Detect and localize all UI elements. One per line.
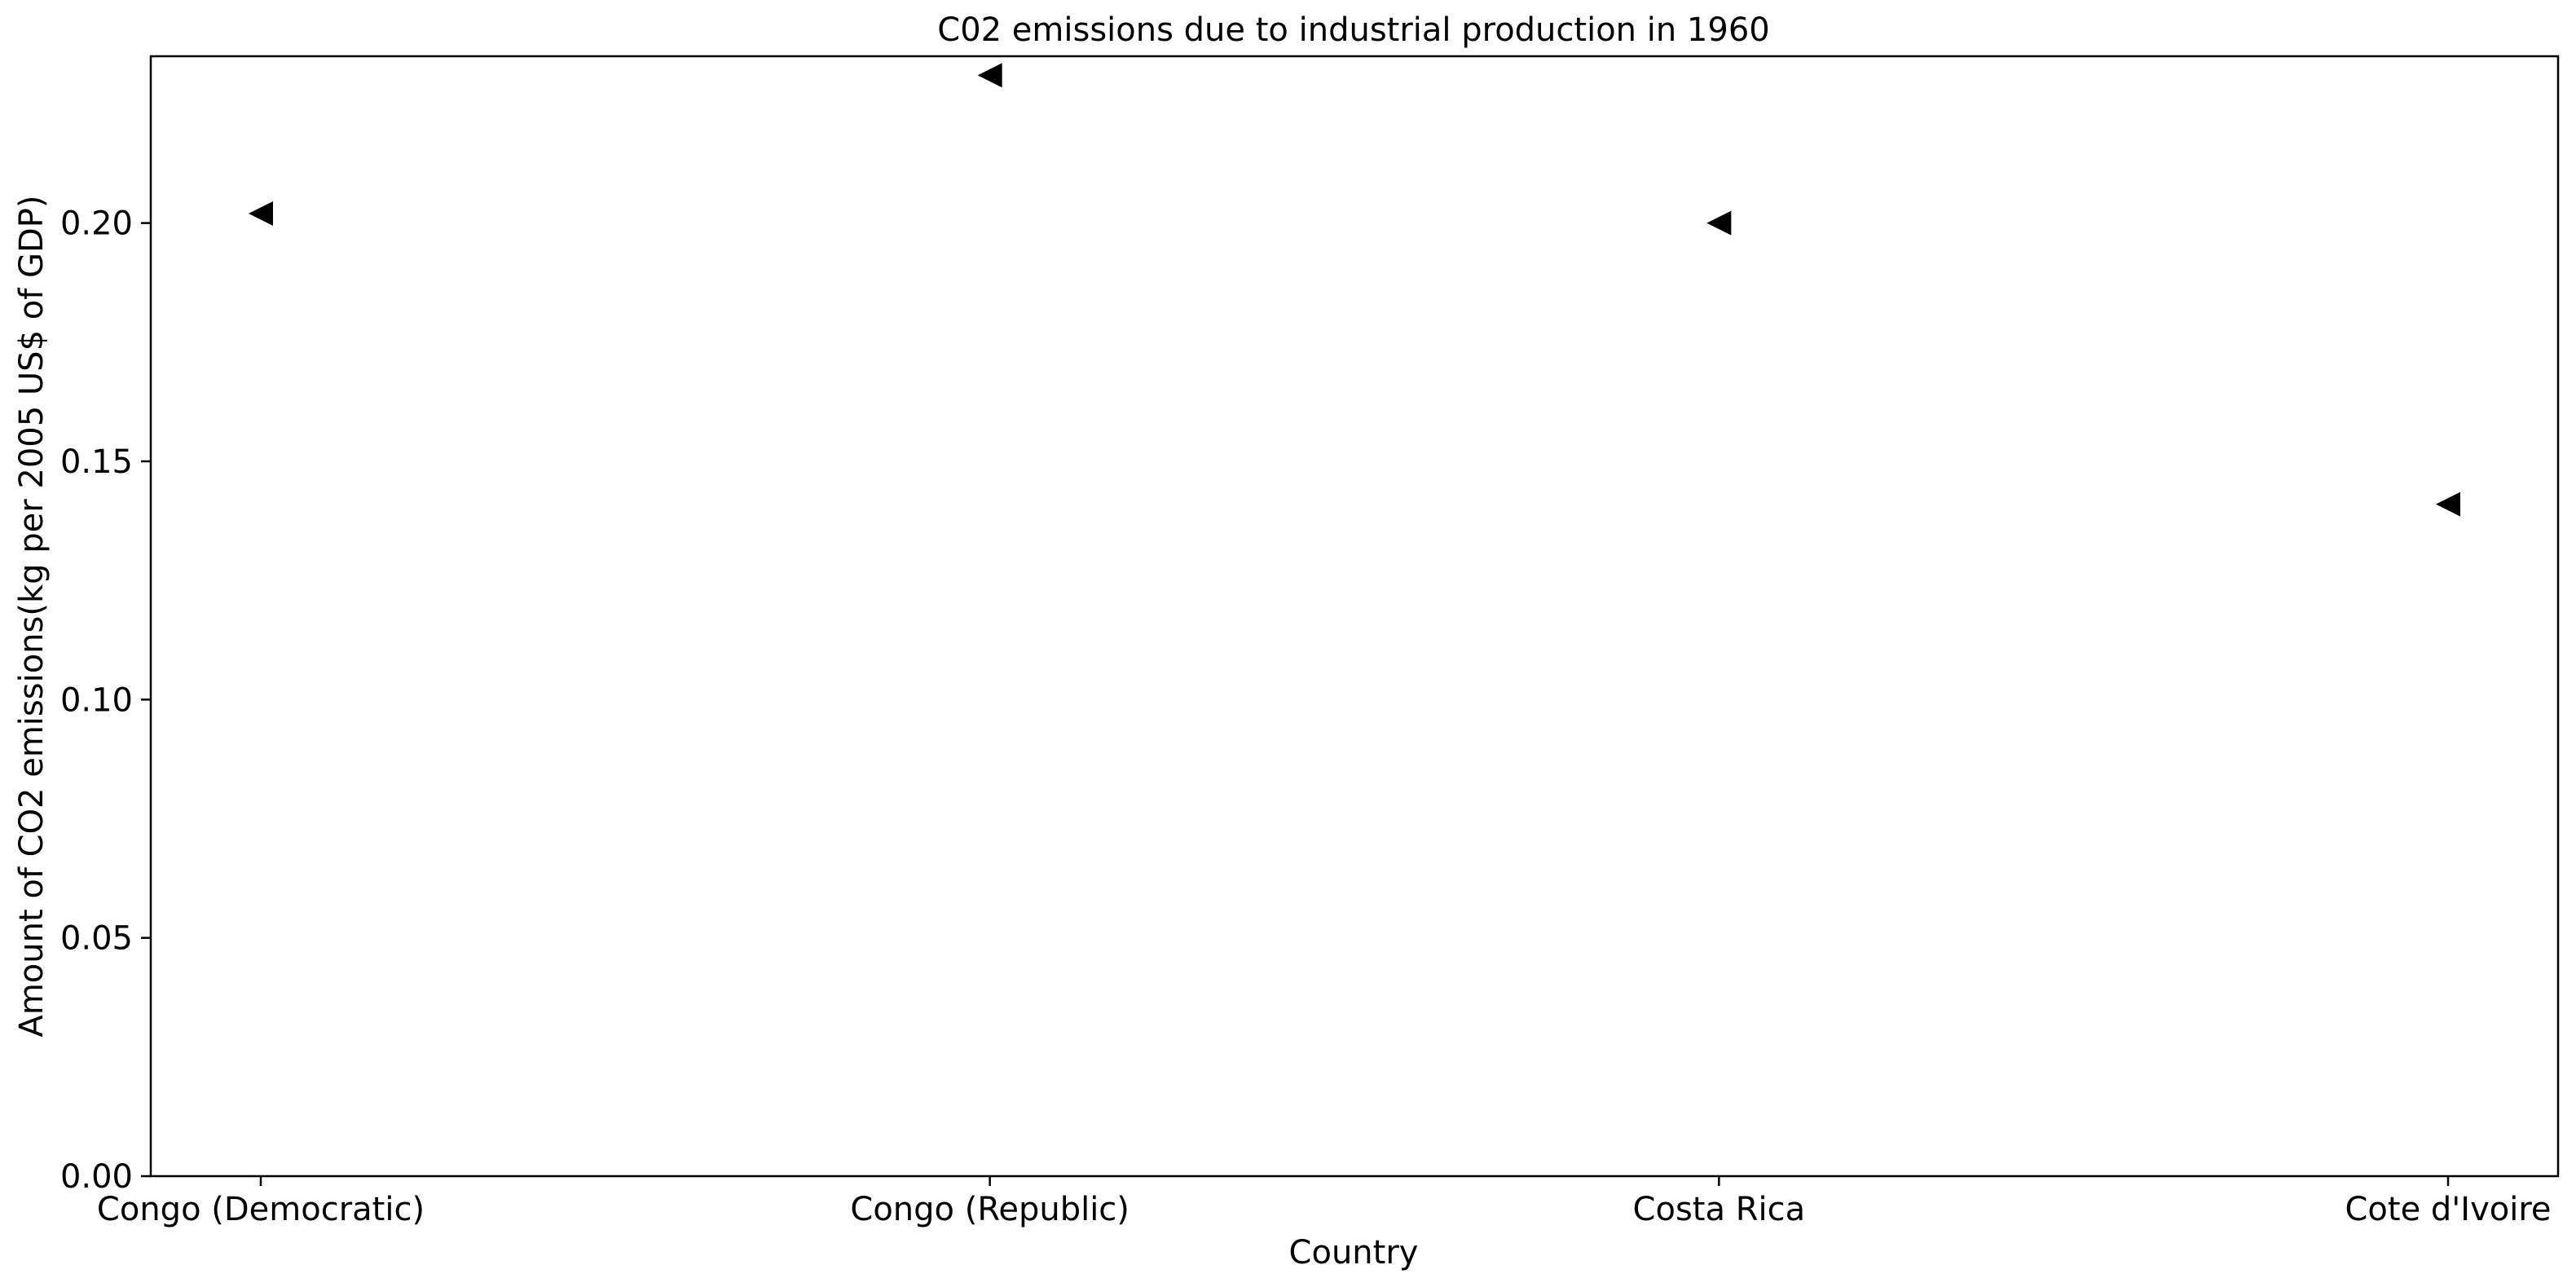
data-point-marker <box>977 63 1002 88</box>
plot-area-frame <box>149 55 2560 1178</box>
x-axis-ticks: Congo (Democratic) Congo (Republic) Costa … <box>97 1176 2552 1228</box>
y-axis-ticks: 0.00 0.05 0.10 0.15 0.20 <box>60 205 151 1196</box>
data-markers <box>249 63 2460 517</box>
x-tick-label: Congo (Republic) <box>850 1191 1129 1228</box>
x-tick-label: Congo (Democratic) <box>97 1191 425 1228</box>
y-axis-label: Amount of CO2 emissions(kg per 2005 US$ … <box>13 195 51 1037</box>
data-point-marker <box>1706 210 1732 236</box>
y-tick-label: 0.10 <box>60 681 133 719</box>
y-tick-label: 0.15 <box>60 443 133 481</box>
y-tick-label: 0.05 <box>60 920 133 958</box>
y-tick-label: 0.20 <box>60 205 133 243</box>
x-tick-label: Cote d'Ivoire <box>2345 1191 2551 1228</box>
x-tick-label: Costa Rica <box>1633 1191 1806 1228</box>
data-point-marker <box>2436 491 2460 517</box>
y-tick-label: 0.00 <box>60 1158 133 1196</box>
data-point-marker <box>249 201 273 226</box>
x-axis-label: Country <box>1289 1234 1419 1272</box>
chart-title: C02 emissions due to industrial producti… <box>937 11 1769 49</box>
